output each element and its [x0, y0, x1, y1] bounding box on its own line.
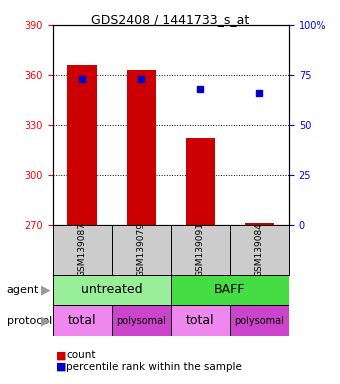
Bar [112, 225, 171, 275]
Bar [53, 275, 171, 305]
Text: total: total [68, 314, 97, 327]
Bar [53, 305, 112, 336]
Text: GDS2408 / 1441733_s_at: GDS2408 / 1441733_s_at [91, 13, 249, 26]
Bar [186, 138, 215, 225]
Text: protocol: protocol [7, 316, 52, 326]
Bar [53, 225, 112, 275]
Text: agent: agent [7, 285, 39, 295]
Text: total: total [186, 314, 215, 327]
Bar [67, 65, 97, 225]
Text: untreated: untreated [81, 283, 142, 296]
Bar [245, 223, 274, 225]
Text: GSM139079: GSM139079 [137, 222, 146, 278]
Bar [171, 225, 230, 275]
Bar [112, 305, 171, 336]
Text: GSM139091: GSM139091 [196, 222, 205, 278]
Text: GSM139087: GSM139087 [78, 222, 87, 278]
Bar [171, 275, 289, 305]
Text: polysomal: polysomal [116, 316, 166, 326]
Text: ■: ■ [56, 362, 67, 372]
Bar [126, 70, 156, 225]
Text: ▶: ▶ [41, 283, 51, 296]
Bar [230, 305, 289, 336]
Text: GSM139084: GSM139084 [255, 223, 264, 277]
Text: ■: ■ [56, 350, 67, 360]
Bar [230, 225, 289, 275]
Bar [171, 305, 230, 336]
Text: percentile rank within the sample: percentile rank within the sample [66, 362, 242, 372]
Text: BAFF: BAFF [214, 283, 245, 296]
Text: polysomal: polysomal [235, 316, 284, 326]
Text: ▶: ▶ [41, 314, 51, 327]
Text: count: count [66, 350, 96, 360]
